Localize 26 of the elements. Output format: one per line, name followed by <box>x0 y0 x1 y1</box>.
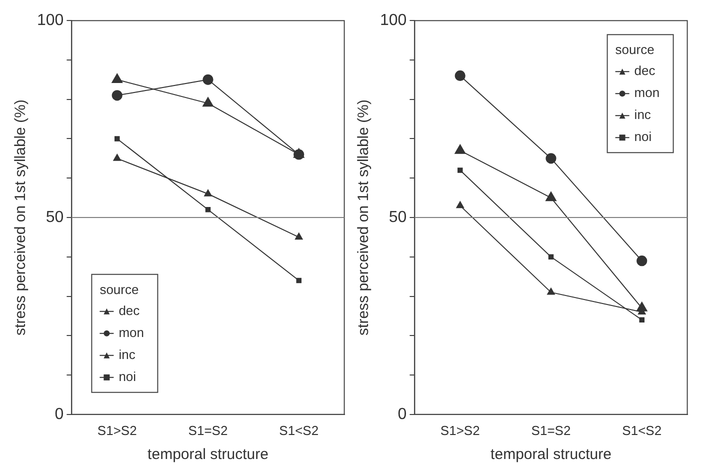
legend-label: dec <box>634 63 656 78</box>
legend-title: source <box>100 282 139 297</box>
legend-title: source <box>615 42 654 58</box>
x-axis-title: temporal structure <box>490 446 612 464</box>
y-tick-label: 100 <box>36 12 64 30</box>
legend-label: inc <box>118 346 136 362</box>
x-tick-label: S1=S2 <box>188 422 228 438</box>
y-tick-label: 0 <box>398 406 407 423</box>
y-tick-label: 0 <box>54 406 64 423</box>
y-axis-title: stress perceived on 1st syllable (%) <box>355 100 372 336</box>
legend-label: noi <box>634 129 652 144</box>
x-tick-label: S1<S2 <box>279 422 319 438</box>
x-tick-label: S1=S2 <box>531 422 571 438</box>
legend-label: inc <box>634 107 652 122</box>
y-tick-label: 100 <box>380 12 407 30</box>
legend-label: mon <box>634 85 660 100</box>
x-axis-title: temporal structure <box>148 446 268 464</box>
x-tick-label: S1>S2 <box>440 422 480 438</box>
x-tick-label: S1<S2 <box>622 422 662 438</box>
y-axis-title: stress perceived on 1st syllable (%) <box>12 100 30 336</box>
legend-label: noi <box>118 368 136 384</box>
y-tick-label: 50 <box>388 208 407 226</box>
legend-label: dec <box>118 302 140 318</box>
legend-label: mon <box>118 324 144 340</box>
x-tick-label: S1>S2 <box>97 422 137 438</box>
y-tick-label: 50 <box>46 208 64 226</box>
